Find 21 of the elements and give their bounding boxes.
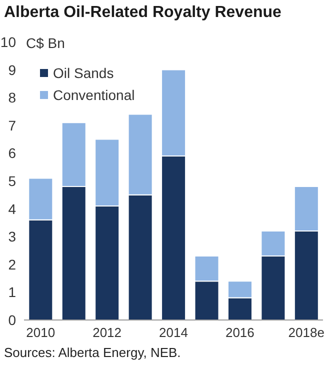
y-tick-label: 4 bbox=[8, 200, 16, 217]
y-tick-label: 3 bbox=[8, 228, 16, 245]
y-tick-label: 10 bbox=[0, 34, 16, 50]
legend-label: Oil Sands bbox=[53, 64, 114, 83]
legend-label: Conventional bbox=[53, 86, 135, 105]
source-note: Sources: Alberta Energy, NEB. bbox=[4, 345, 182, 360]
chart-title: Alberta Oil-Related Royalty Revenue bbox=[4, 4, 282, 22]
x-tick-label: 2014 bbox=[159, 325, 188, 340]
y-tick-label: 1 bbox=[8, 284, 16, 300]
y-tick-label: 2 bbox=[8, 256, 16, 272]
x-tick-label: 2016 bbox=[225, 325, 254, 340]
x-tick-label: 2018e bbox=[288, 325, 324, 340]
y-tick-label: 5 bbox=[8, 172, 16, 189]
x-tick-label: 2012 bbox=[92, 325, 122, 340]
y-axis-title: C$ Bn bbox=[26, 35, 65, 51]
y-tick-label: 7 bbox=[8, 117, 16, 134]
y-tick-label: 6 bbox=[8, 145, 16, 162]
y-tick-label: 9 bbox=[8, 62, 16, 78]
y-tick-label: 0 bbox=[8, 312, 16, 328]
y-tick-label: 8 bbox=[8, 90, 16, 106]
x-tick-label: 2010 bbox=[26, 325, 56, 340]
